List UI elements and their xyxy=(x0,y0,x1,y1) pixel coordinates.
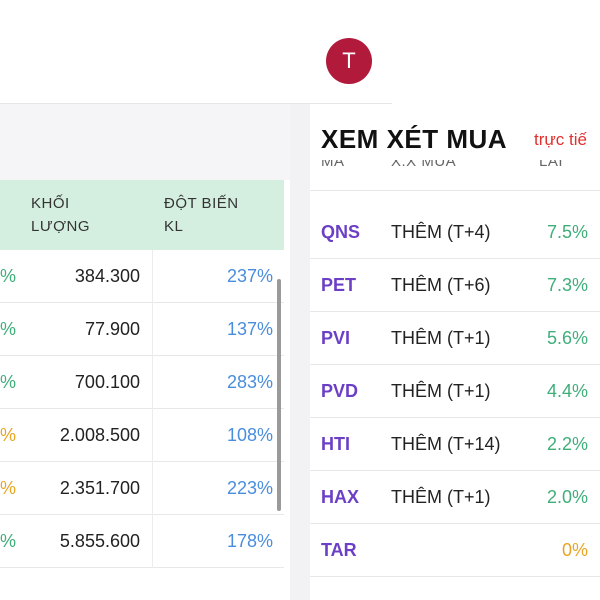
volume-value: 2.351.700 xyxy=(59,478,140,498)
stock-code[interactable]: QNS xyxy=(321,222,361,242)
profit-value: 0% xyxy=(561,540,588,560)
profit-value: 5.6% xyxy=(546,328,588,348)
change-percent: % xyxy=(0,531,17,551)
buy-status: THÊM (T+1) xyxy=(391,381,491,401)
panel-table-body: QNS THÊM (T+4) 7.5% PET THÊM (T+6) 7.3% PVI THÊ… xyxy=(310,206,600,577)
buy-status: THÊM (T+6) xyxy=(391,275,491,295)
panel-title: XEM XÉT MUA xyxy=(321,124,508,154)
list-item[interactable]: PET THÊM (T+6) 7.3% xyxy=(310,259,600,312)
panel-table-header: MÃ X.X MUA LÃI xyxy=(310,160,600,190)
volume-value: 2.008.500 xyxy=(59,425,140,445)
stock-code[interactable]: PVI xyxy=(321,328,351,348)
divider xyxy=(0,103,392,104)
volume-value: 384.300 xyxy=(74,266,140,286)
column-header-profit[interactable]: LÃI xyxy=(539,160,564,170)
volume-value: 77.900 xyxy=(84,319,140,339)
profit-value: 2.0% xyxy=(546,487,588,507)
table-row[interactable]: % 700.100 283% xyxy=(0,356,284,409)
volume-value: 5.855.600 xyxy=(59,531,140,551)
change-percent: % xyxy=(0,425,17,445)
table-header: KHỐI LƯỢNG ĐỘT BIẾN KL xyxy=(0,180,284,250)
list-item[interactable]: PVD THÊM (T+1) 4.4% xyxy=(310,365,600,418)
profit-value: 7.5% xyxy=(546,222,588,242)
divider xyxy=(152,250,153,303)
divider xyxy=(152,462,153,515)
stock-code[interactable]: PVD xyxy=(321,381,359,401)
table-row[interactable]: % 5.855.600 178% xyxy=(0,515,284,568)
vertical-scrollbar[interactable] xyxy=(277,279,281,511)
column-header-status[interactable]: X.X MUA xyxy=(391,160,457,170)
list-item[interactable]: HAX THÊM (T+1) 2.0% xyxy=(310,471,600,524)
profit-value: 2.2% xyxy=(546,434,588,454)
volume-table: KHỐI LƯỢNG ĐỘT BIẾN KL % 384.300 237%% 77.9… xyxy=(0,104,290,600)
stock-code[interactable]: TAR xyxy=(321,540,357,560)
table-row[interactable]: % 77.900 137% xyxy=(0,303,284,356)
list-item[interactable]: QNS THÊM (T+4) 7.5% xyxy=(310,206,600,259)
divider xyxy=(152,303,153,356)
volume-value: 700.100 xyxy=(74,372,140,392)
table-row[interactable]: % 2.351.700 223% xyxy=(0,462,284,515)
column-header-code[interactable]: MÃ xyxy=(321,160,345,170)
list-item[interactable]: TAR 0% xyxy=(310,524,600,577)
change-percent: % xyxy=(0,266,17,286)
live-label[interactable]: trực tiế xyxy=(534,130,587,149)
change-percent: % xyxy=(0,478,17,498)
profit-value: 4.4% xyxy=(546,381,588,401)
volume-spike-value: 178% xyxy=(226,531,273,551)
volume-spike-value: 137% xyxy=(226,319,273,339)
list-item[interactable]: HTI THÊM (T+14) 2.2% xyxy=(310,418,600,471)
table-row[interactable]: % 2.008.500 108% xyxy=(0,409,284,462)
volume-spike-value: 237% xyxy=(226,266,273,286)
stock-code[interactable]: PET xyxy=(321,275,357,295)
avatar[interactable]: T xyxy=(326,38,372,84)
buy-status: THÊM (T+4) xyxy=(391,222,491,242)
change-percent: % xyxy=(0,372,17,392)
column-header-volume[interactable]: KHỐI LƯỢNG xyxy=(31,195,91,235)
buy-status: THÊM (T+1) xyxy=(391,328,491,348)
volume-spike-value: 283% xyxy=(226,372,273,392)
divider xyxy=(152,515,153,568)
change-percent: % xyxy=(0,319,17,339)
list-item[interactable]: PVI THÊM (T+1) 5.6% xyxy=(310,312,600,365)
divider xyxy=(152,356,153,409)
stock-code[interactable]: HAX xyxy=(321,487,360,507)
buy-status: THÊM (T+14) xyxy=(391,434,501,454)
stock-code[interactable]: HTI xyxy=(321,434,350,454)
divider xyxy=(310,190,600,191)
profit-value: 7.3% xyxy=(546,275,588,295)
table-title-area xyxy=(0,104,290,180)
table-row[interactable]: % 384.300 237% xyxy=(0,250,284,303)
table-body: % 384.300 237%% 77.900 137%% 700.100 283%% 2.00… xyxy=(0,250,284,568)
volume-spike-value: 223% xyxy=(226,478,273,498)
buy-status: THÊM (T+1) xyxy=(391,487,491,507)
buy-review-panel: XEM XÉT MUA trực tiế MÃ X.X MUA LÃI QNS T… xyxy=(310,104,600,600)
volume-spike-value: 108% xyxy=(226,425,273,445)
column-header-spike[interactable]: ĐỘT BIẾN KL xyxy=(164,195,239,235)
divider xyxy=(152,409,153,462)
top-bar: T xyxy=(0,0,600,104)
